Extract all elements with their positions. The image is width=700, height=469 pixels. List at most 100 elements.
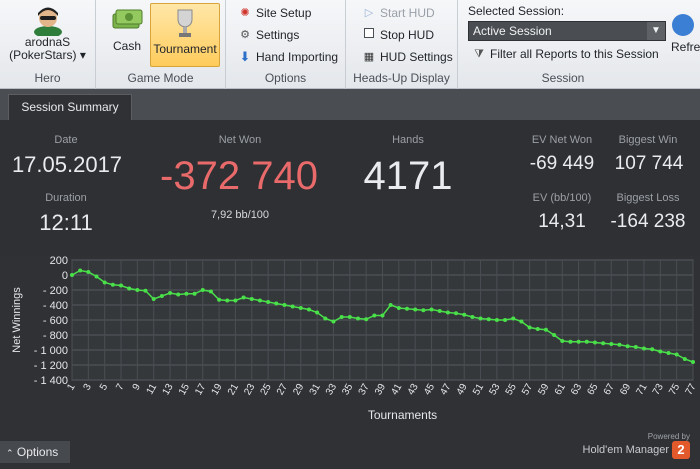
options-label: Options <box>16 445 59 459</box>
x-tick-label: 61 <box>553 382 568 398</box>
data-point <box>511 316 516 321</box>
x-tick-label: 1 <box>65 382 78 393</box>
data-point <box>380 313 385 318</box>
ev-net-won-value: -69 449 <box>529 153 595 174</box>
data-point <box>355 316 360 321</box>
start-hud-button[interactable]: ▷ Start HUD <box>362 6 435 20</box>
data-point <box>241 295 246 300</box>
data-point <box>584 339 589 344</box>
tab-strip: Session Summary <box>0 89 700 120</box>
data-point <box>601 341 606 346</box>
stop-icon <box>362 28 376 42</box>
data-point <box>159 294 164 298</box>
site-setup-button[interactable]: ✺ Site Setup <box>238 6 311 20</box>
x-tick-label: 13 <box>161 382 176 398</box>
x-tick-label: 55 <box>504 382 519 398</box>
biggest-win-label: Biggest Win <box>618 134 678 146</box>
x-tick-label: 29 <box>291 382 306 398</box>
data-point <box>372 313 377 318</box>
y-tick-label: 0 <box>62 270 68 282</box>
duration-label: Duration <box>45 192 87 204</box>
data-point <box>225 298 230 303</box>
data-point <box>192 291 197 296</box>
x-tick-label: 27 <box>275 382 290 398</box>
hud-settings-button[interactable]: ▦ HUD Settings <box>362 50 453 64</box>
data-point <box>233 298 238 303</box>
bb-per-100-value: 7,92 bb/100 <box>210 209 270 221</box>
session-select[interactable]: Active Session ▼ <box>468 21 666 41</box>
data-point <box>405 306 410 311</box>
date-value: 17.05.2017 <box>11 152 123 177</box>
settings-button[interactable]: ⚙ Settings <box>238 28 299 42</box>
x-tick-label: 53 <box>487 382 502 398</box>
data-point <box>592 340 597 345</box>
hud-settings-icon: ▦ <box>363 51 375 63</box>
cash-button[interactable]: Cash <box>106 6 148 66</box>
hands-label: Hands <box>392 134 424 146</box>
data-point <box>94 274 99 279</box>
data-point <box>650 347 655 352</box>
refresh-icon <box>672 14 694 36</box>
brand-name: Hold'em Manager <box>582 443 669 456</box>
data-point <box>127 286 132 291</box>
ev-net-won-label: EV Net Won <box>531 134 593 146</box>
data-point <box>666 351 671 355</box>
chevron-down-icon[interactable]: ▼ <box>647 22 665 40</box>
x-tick-label: 67 <box>602 382 617 398</box>
data-point <box>110 282 115 287</box>
data-point <box>494 318 499 322</box>
data-point <box>568 339 573 344</box>
options-toggle-button[interactable]: ⌃ Options <box>0 441 70 463</box>
stop-hud-button[interactable]: Stop HUD <box>362 28 434 42</box>
x-tick-label: 37 <box>357 382 372 398</box>
data-point <box>184 291 189 296</box>
hero-selector[interactable]: arodnaS (PokerStars) ▾ <box>0 36 95 62</box>
ribbon-toolbar: arodnaS (PokerStars) ▾ Hero Cash Tournam… <box>0 0 700 89</box>
data-point <box>200 288 205 292</box>
data-point <box>560 339 565 343</box>
x-tick-label: 63 <box>569 382 584 398</box>
data-point <box>257 298 262 303</box>
y-tick-label: - 400 <box>43 300 68 312</box>
data-point <box>388 303 393 307</box>
hand-importing-label: Hand Importing <box>256 50 339 64</box>
x-tick-label: 77 <box>684 382 699 398</box>
tournament-button[interactable]: Tournament <box>150 3 220 67</box>
tab-session-summary[interactable]: Session Summary <box>8 94 132 120</box>
data-point <box>445 310 450 315</box>
start-hud-label: Start HUD <box>380 6 435 20</box>
y-tick-label: - 800 <box>43 330 68 342</box>
hud-settings-label: HUD Settings <box>380 50 453 64</box>
y-tick-label: - 600 <box>43 315 68 327</box>
filter-reports-button[interactable]: ⧩ Filter all Reports to this Session <box>472 47 659 61</box>
hand-importing-button[interactable]: ⬇ Hand Importing <box>238 50 339 65</box>
cash-icon <box>112 9 143 29</box>
ev-bb-value: 14,31 <box>538 211 586 232</box>
hero-avatar-icon[interactable] <box>30 4 66 38</box>
biggest-win-value: 107 744 <box>614 153 684 174</box>
net-winnings-chart: 200 0 - 200 - 400 - 600 - 800 - 1 000 - 1 200 - … <box>11 255 699 422</box>
cash-label: Cash <box>112 39 141 53</box>
data-point <box>168 291 173 295</box>
x-tick-label: 41 <box>389 382 404 398</box>
data-point <box>543 327 548 332</box>
x-tick-label: 35 <box>340 382 355 398</box>
x-tick-label: 25 <box>259 382 274 398</box>
x-tick-label: 45 <box>422 382 437 398</box>
date-label: Date <box>54 134 78 146</box>
data-point <box>470 315 475 319</box>
x-tick-label: 73 <box>651 382 666 398</box>
hero-group-label: Hero <box>34 71 61 85</box>
data-point <box>682 357 687 361</box>
caret-up-icon: ⌃ <box>6 448 14 458</box>
data-point <box>176 292 181 297</box>
powered-by-text: Powered by <box>647 432 690 441</box>
data-point <box>576 339 581 344</box>
tournament-label: Tournament <box>153 42 217 56</box>
data-point <box>315 310 320 315</box>
data-point <box>535 327 540 331</box>
hero-site: (PokerStars) <box>9 48 77 62</box>
refresh-button[interactable]: Refre <box>668 0 700 89</box>
hud-group-label: Heads-Up Display <box>353 71 450 85</box>
x-tick-label: 75 <box>667 382 682 398</box>
